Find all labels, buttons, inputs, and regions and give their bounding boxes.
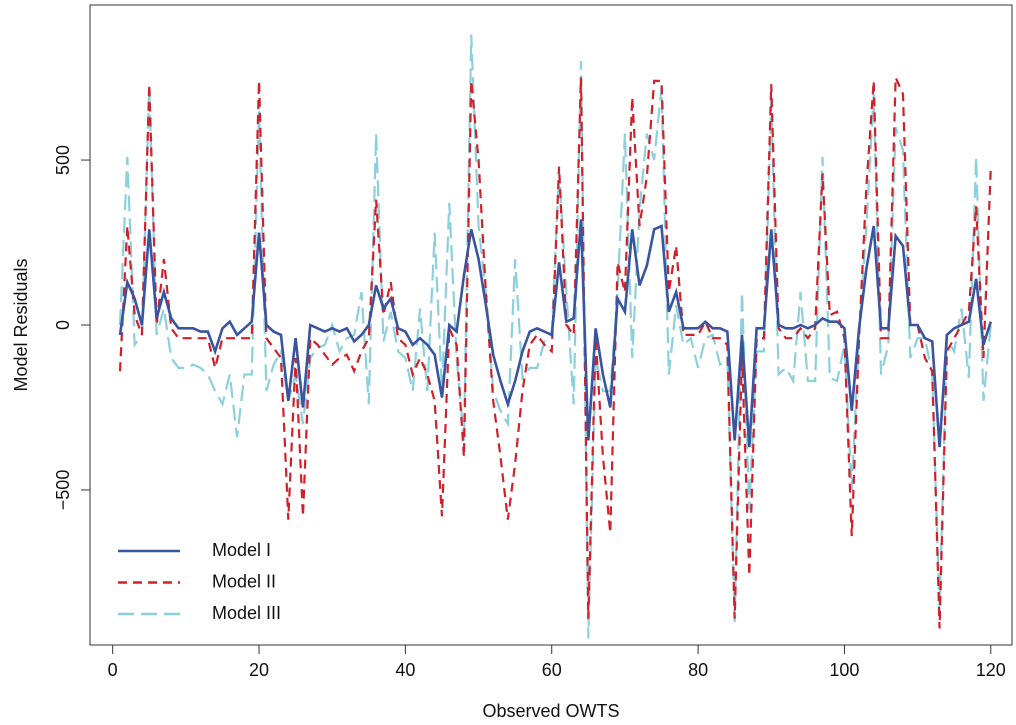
x-axis-label: Observed OWTS bbox=[482, 701, 619, 721]
legend-label: Model I bbox=[212, 540, 271, 560]
x-tick-label: 100 bbox=[829, 660, 859, 680]
y-tick-label: 0 bbox=[53, 320, 73, 330]
series-line bbox=[118, 219, 993, 448]
x-tick-label: 20 bbox=[249, 660, 269, 680]
y-axis-label: Model Residuals bbox=[11, 258, 31, 391]
x-tick-label: 80 bbox=[688, 660, 708, 680]
legend-label: Model II bbox=[212, 571, 276, 591]
x-tick-label: 120 bbox=[976, 660, 1006, 680]
x-tick-label: 40 bbox=[395, 660, 415, 680]
series-line bbox=[118, 34, 992, 639]
y-tick-label: 500 bbox=[53, 145, 73, 175]
y-tick-label: −500 bbox=[53, 470, 73, 511]
x-tick-label: 60 bbox=[542, 660, 562, 680]
x-tick-label: 0 bbox=[108, 660, 118, 680]
legend-label: Model III bbox=[212, 603, 281, 623]
